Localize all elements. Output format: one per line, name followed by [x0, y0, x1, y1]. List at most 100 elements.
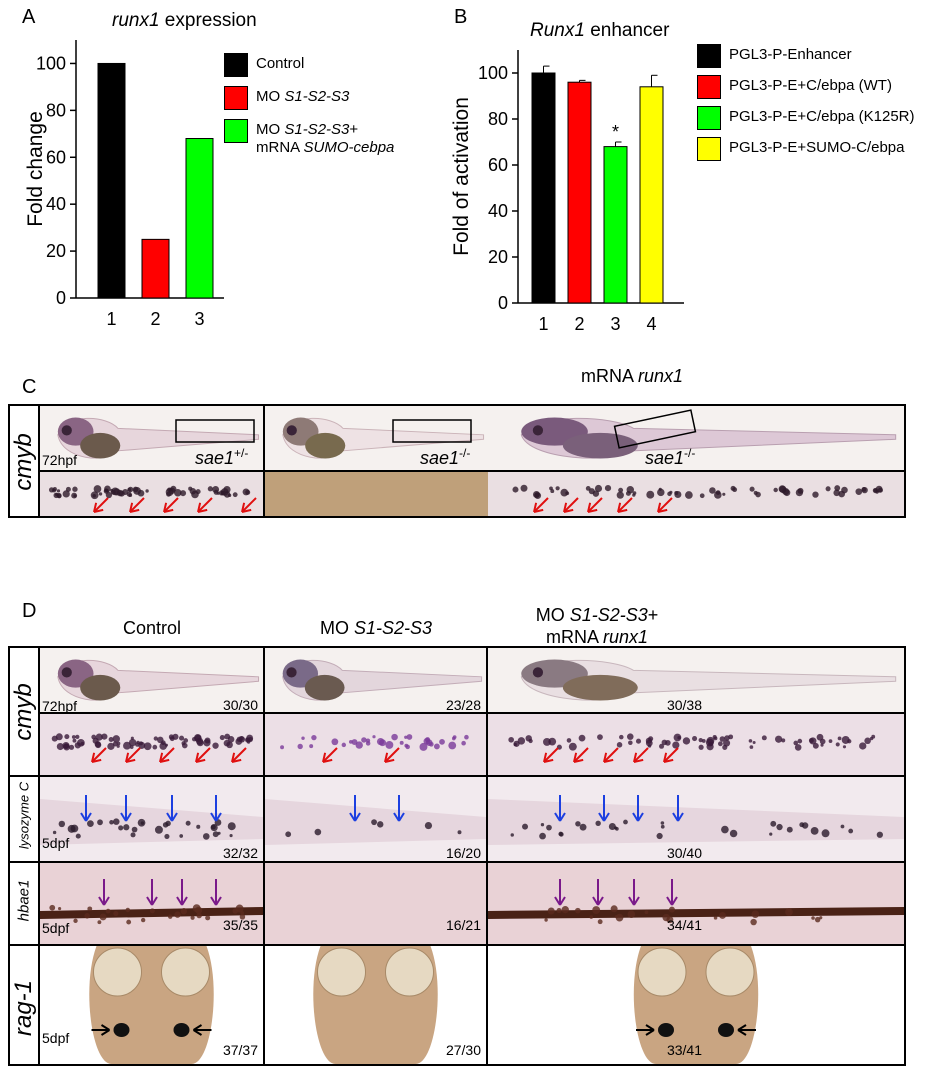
legend-label: Control: [256, 53, 304, 73]
stain-dot: [371, 819, 377, 826]
embryo-yolk: [305, 432, 346, 459]
thymus-left: [113, 1023, 130, 1037]
stain-dot: [512, 486, 519, 493]
stain-dot: [68, 744, 75, 750]
stain-dot: [749, 745, 754, 749]
stain-dot: [840, 824, 845, 829]
panel-d-purple-arrow-1-1-head: [98, 896, 110, 906]
stain-dot: [558, 832, 564, 837]
stain-dot: [723, 739, 731, 747]
panel-c-stage: 72hpf: [42, 452, 78, 468]
panel-d-cmyb-red-arrow-2-1-head: [322, 752, 333, 763]
panel-d-cmyb-whole-embryo-3: [488, 648, 904, 712]
stain-dot: [701, 739, 706, 743]
panel-a-title-rest: expression: [159, 10, 257, 31]
rescue-l1-pre: MO: [535, 605, 570, 625]
stain-dot: [204, 737, 211, 744]
stain-dot: [72, 486, 78, 492]
stain-dot: [73, 918, 78, 924]
stain-dot: [561, 906, 569, 914]
stain-dot: [95, 733, 103, 741]
bar-3: [185, 138, 214, 299]
panel-d-cmyb-red-arrow-3-4-head: [633, 752, 644, 763]
panel-d-col-rescue-line1: MO S1-S2-S3+: [488, 604, 706, 626]
legend-swatch: [697, 106, 721, 130]
stain-dot: [72, 738, 77, 743]
legend-text-part: mRNA: [256, 139, 304, 156]
genotype-superscript: +/-: [234, 446, 249, 460]
stain-dot: [797, 738, 803, 744]
stain-dot: [752, 740, 756, 744]
legend-label: PGL3-P-Enhancer: [729, 46, 852, 63]
panel-d-blue-arrow-3-4-head: [672, 812, 684, 822]
stain-dot: [232, 908, 239, 914]
stain-dot: [202, 833, 210, 840]
x-tick-label-2: 2: [574, 314, 584, 334]
panel-c-red-arrow-3-4-shaft: [617, 497, 633, 513]
stain-dot: [575, 821, 581, 827]
stain-dot: [794, 744, 802, 751]
embryo-eye: [61, 667, 72, 678]
stain-dot: [627, 733, 634, 740]
panel-b-legend-item-3: PGL3-P-E+C/ebpa (K125R): [697, 106, 915, 130]
panel-d-rag1-image-2: [265, 946, 486, 1064]
y-tick-label-4: 80: [46, 100, 66, 120]
y-tick-label-1: 20: [46, 241, 66, 261]
stain-dot: [685, 491, 693, 499]
panel-d-col-control: Control: [122, 618, 182, 638]
stain-dot: [224, 733, 231, 740]
larva-eye-right: [385, 947, 434, 997]
panel-c-row-label: cmyb: [10, 433, 37, 491]
stain-dot: [819, 738, 826, 745]
stain-dot: [842, 745, 847, 749]
legend-text-part: +: [349, 121, 359, 138]
rescue-l1-gene: S1-S2-S3: [569, 605, 648, 625]
stain-dot: [808, 738, 814, 743]
panel-d-col-rescue: MO S1-S2-S3+ mRNA runx1: [488, 604, 706, 648]
stain-dot: [84, 913, 90, 919]
thymus-right: [718, 1023, 734, 1037]
stain-dot: [811, 916, 815, 920]
stain-dot: [185, 820, 191, 826]
stain-dot: [578, 734, 586, 742]
panel-d-col-mo-pre: MO: [319, 618, 354, 638]
stain-dot: [877, 487, 883, 493]
panel-c-red-arrow-3-5-head: [657, 502, 668, 513]
embryo-eye: [286, 425, 297, 436]
stain-dot: [838, 490, 845, 498]
panel-d-blue-arrow-3-2-head: [598, 812, 610, 822]
bar-4: [639, 86, 664, 304]
stain-dot: [776, 823, 783, 831]
legend-swatch: [224, 86, 248, 110]
stain-dot: [770, 820, 777, 827]
stain-dot: [246, 740, 251, 744]
panel-b-title-rest: enhancer: [584, 20, 670, 41]
panel-d-cmyb-red-arrow-3-5-shaft: [663, 747, 679, 763]
panel-d-hbae1-image-1: [40, 863, 263, 944]
stain-dot: [610, 905, 618, 913]
panel-c-red-arrow-1-2-shaft: [129, 497, 145, 513]
stain-dot: [108, 737, 114, 742]
stain-dot: [355, 741, 363, 749]
panel-c-frame: [8, 404, 906, 518]
stain-dot: [835, 742, 840, 747]
panel-d-cmyb-subdivider: [38, 712, 906, 714]
stain-dot: [123, 824, 130, 831]
stain-dot: [604, 484, 612, 492]
stain-dot: [52, 830, 57, 835]
panel-a-legend-item-3: MO S1-S2-S3+ mRNA SUMO-cebpa: [224, 119, 394, 157]
panel-d-row-divider-1: [8, 775, 906, 777]
stain-dot: [585, 486, 591, 491]
panel-d-score-row-1-col-2: 23/28: [445, 697, 481, 713]
y-tick-label-0: 0: [498, 293, 508, 313]
panel-c-red-arrow-1-3-head: [163, 502, 174, 513]
panel-c-red-arrow-3-2-shaft: [563, 497, 579, 513]
tail-shape: [488, 799, 904, 845]
panel-d-cmyb-red-arrow-1-4-head: [195, 752, 206, 763]
stain-dot: [137, 489, 145, 497]
stain-dot: [589, 915, 594, 919]
legend-label: MO S1-S2-S3: [256, 86, 349, 106]
stain-dot: [351, 739, 358, 745]
panel-d-score-row-3-col-1: 35/35: [222, 917, 258, 933]
stain-dot: [174, 489, 182, 497]
